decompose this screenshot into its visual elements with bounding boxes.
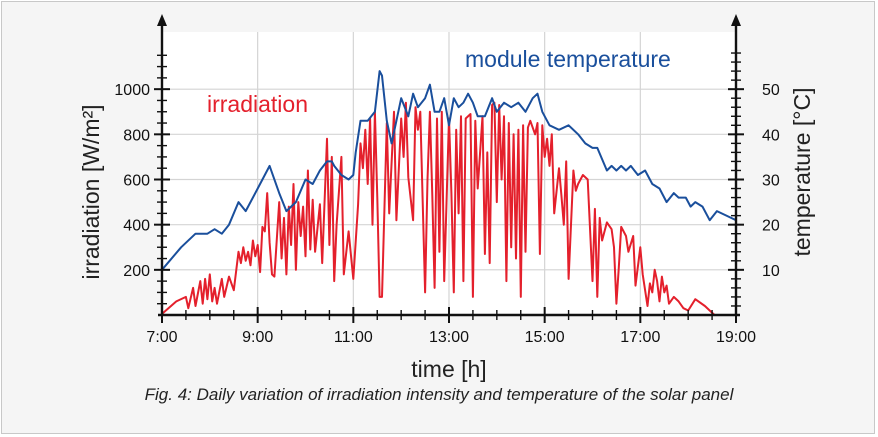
y-left-tick-label: 200 [123, 263, 150, 280]
x-tick-label: 11:00 [334, 329, 373, 346]
series-layer [161, 70, 737, 316]
axes: 7:00 9:00 11:00 13:00 15:00 17:00 19:00 200 400 6… [114, 14, 780, 346]
y-left-tick-label: 600 [123, 173, 150, 190]
y-right-tick-label: 30 [762, 173, 780, 190]
y-left-tick-label: 400 [123, 218, 150, 235]
label-module-temperature: module temperature [465, 46, 671, 72]
y-right-tick-label: 40 [762, 127, 780, 144]
x-tick-label: 15:00 [525, 329, 565, 346]
label-irradiation: irradiation [207, 91, 308, 117]
x-tick-label: 13:00 [429, 329, 469, 346]
figure-caption: Fig. 4: Daily variation of irradiation i… [144, 385, 734, 404]
labels: irradiation module temperature time [h] … [78, 46, 815, 382]
x-tick-label: 19:00 [716, 329, 756, 346]
chart: 7:00 9:00 11:00 13:00 15:00 17:00 19:00 200 400 6… [78, 14, 815, 382]
y-left-tick-label: 800 [123, 127, 150, 144]
y-right-tick-label: 50 [762, 82, 780, 99]
y-axis-title-left: irradiation [W/m²] [78, 104, 104, 279]
y-axis-left-arrow [157, 14, 167, 26]
y-right-tick-label: 10 [762, 263, 780, 280]
y-axis-title-right: temperature [°C] [789, 88, 815, 257]
grid [162, 32, 736, 315]
x-tick-label: 7:00 [146, 329, 177, 346]
y-axis-right-arrow [731, 14, 741, 26]
y-left-tick-label: 1000 [114, 82, 150, 99]
series-module-temperature [161, 70, 737, 271]
y-right-tick-label: 20 [762, 218, 780, 235]
x-tick-label: 17:00 [620, 329, 660, 346]
x-axis-title: time [h] [411, 356, 486, 382]
x-tick-label: 9:00 [242, 329, 273, 346]
series-irradiation [161, 101, 716, 316]
